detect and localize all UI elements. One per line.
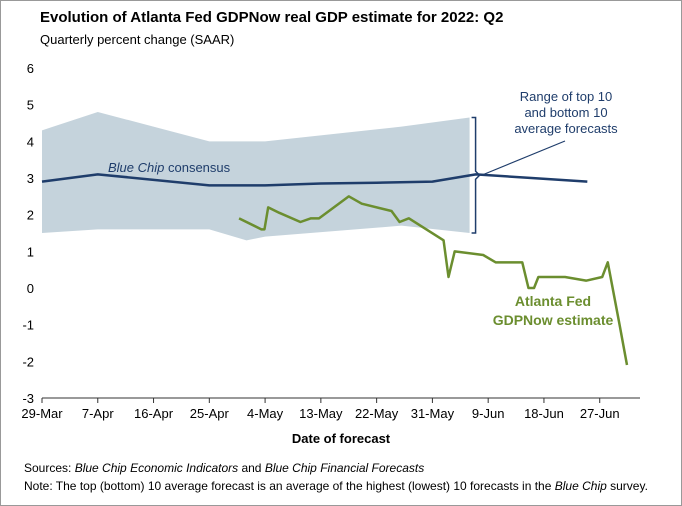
text: Sources: — [24, 461, 75, 475]
y-tick-label: 1 — [27, 244, 34, 259]
text: survey. — [607, 479, 648, 493]
chart-subtitle: Quarterly percent change (SAAR) — [40, 32, 234, 47]
y-tick-label: 6 — [27, 61, 34, 76]
y-tick-label: 2 — [27, 208, 34, 223]
sources: Sources: Blue Chip Economic Indicators a… — [24, 461, 424, 475]
chart-title: Evolution of Atlanta Fed GDPNow real GDP… — [40, 9, 503, 26]
series-line — [238, 195, 629, 366]
x-tick-label: 4-May — [247, 406, 284, 421]
series-label: GDPNow estimate — [493, 312, 614, 328]
x-tick-label: 29-Mar — [21, 406, 63, 421]
text: Note: — [24, 479, 53, 493]
x-tick-label: 7-Apr — [82, 406, 114, 421]
band-label: average forecasts — [514, 121, 618, 136]
x-tick-label: 22-May — [355, 406, 399, 421]
x-tick-label: 18-Jun — [524, 406, 564, 421]
y-tick-label: 3 — [27, 171, 34, 186]
y-tick-label: -1 — [22, 318, 34, 333]
y-tick-label: 4 — [27, 134, 34, 149]
series-label: Blue Chip consensus — [108, 160, 231, 175]
band-label: and bottom 10 — [524, 105, 607, 120]
text: Blue Chip — [555, 479, 607, 493]
y-tick-label: 0 — [27, 281, 34, 296]
series-line — [41, 173, 588, 187]
x-tick-label: 9-Jun — [472, 406, 505, 421]
text: Blue Chip — [108, 160, 164, 175]
x-tick-label: 25-Apr — [190, 406, 230, 421]
range-band — [42, 112, 470, 241]
y-tick-label: 5 — [27, 98, 34, 113]
text: The top (bottom) 10 average forecast is … — [53, 479, 555, 493]
y-tick-label: -2 — [22, 354, 34, 369]
band-label: Range of top 10 — [520, 89, 613, 104]
x-tick-label: 13-May — [299, 406, 343, 421]
text: consensus — [164, 160, 230, 175]
x-tick-label: 16-Apr — [134, 406, 174, 421]
series-label: Atlanta Fed — [515, 293, 591, 309]
note: Note: The top (bottom) 10 average foreca… — [24, 479, 648, 493]
text: Blue Chip Financial Forecasts — [265, 461, 424, 475]
x-axis-label: Date of forecast — [292, 431, 391, 446]
x-tick-label: 31-May — [411, 406, 455, 421]
x-tick-label: 27-Jun — [580, 406, 620, 421]
annotation-line — [481, 140, 566, 176]
y-tick-label: -3 — [22, 391, 34, 406]
text: Blue Chip Economic Indicators — [75, 461, 238, 475]
text: and — [238, 461, 265, 475]
